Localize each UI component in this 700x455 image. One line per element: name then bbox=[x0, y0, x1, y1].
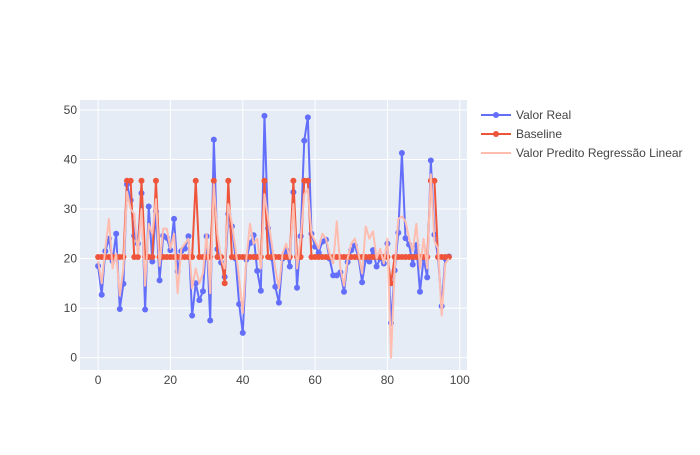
series-line bbox=[97, 173, 450, 359]
data-point[interactable] bbox=[167, 247, 174, 254]
data-point[interactable] bbox=[261, 177, 268, 184]
y-tick-label: 30 bbox=[64, 202, 78, 216]
data-point[interactable] bbox=[171, 215, 178, 222]
data-point[interactable] bbox=[427, 157, 434, 164]
data-point[interactable] bbox=[315, 249, 322, 256]
data-point[interactable] bbox=[152, 177, 159, 184]
legend-item[interactable]: Valor Predito Regressão Linear bbox=[481, 146, 683, 160]
data-point[interactable] bbox=[113, 230, 120, 237]
x-tick-label: 60 bbox=[308, 373, 322, 387]
data-point[interactable] bbox=[301, 137, 308, 144]
legend[interactable]: Valor Real Baseline Valor Predito Regressã… bbox=[481, 108, 683, 160]
data-point[interactable] bbox=[116, 306, 123, 313]
data-point[interactable] bbox=[134, 254, 141, 261]
x-tick-label: 20 bbox=[164, 373, 178, 387]
data-point[interactable] bbox=[304, 114, 311, 121]
axis-tick-labels: 0 10 20 30 40 50 0 20 40 60 80 100 bbox=[64, 103, 470, 387]
data-point[interactable] bbox=[424, 274, 431, 281]
x-tick-label: 0 bbox=[95, 373, 102, 387]
y-tick-label: 20 bbox=[64, 252, 78, 266]
data-point[interactable] bbox=[294, 284, 301, 291]
legend-item[interactable]: Valor Real bbox=[481, 108, 571, 122]
data-point[interactable] bbox=[189, 312, 196, 319]
data-point[interactable] bbox=[398, 150, 405, 157]
data-point[interactable] bbox=[359, 279, 366, 286]
legend-item[interactable]: Baseline bbox=[481, 127, 562, 141]
data-point[interactable] bbox=[366, 258, 373, 265]
y-tick-label: 10 bbox=[64, 301, 78, 315]
y-tick-label: 0 bbox=[70, 351, 77, 365]
data-point[interactable] bbox=[236, 301, 243, 308]
data-series bbox=[95, 112, 452, 359]
y-tick-label: 40 bbox=[64, 152, 78, 166]
data-point[interactable] bbox=[373, 263, 380, 270]
data-point[interactable] bbox=[254, 267, 261, 274]
data-point[interactable] bbox=[138, 177, 145, 184]
legend-label: Valor Predito Regressão Linear bbox=[516, 146, 683, 160]
data-point[interactable] bbox=[127, 177, 134, 184]
data-point[interactable] bbox=[290, 177, 297, 184]
data-point[interactable] bbox=[149, 258, 156, 265]
data-point[interactable] bbox=[261, 112, 268, 119]
data-point[interactable] bbox=[221, 280, 228, 287]
data-point[interactable] bbox=[402, 235, 409, 242]
data-point[interactable] bbox=[272, 283, 279, 290]
data-point[interactable] bbox=[341, 288, 348, 295]
data-point[interactable] bbox=[156, 277, 163, 284]
legend-marker bbox=[493, 131, 499, 137]
data-point[interactable] bbox=[185, 233, 192, 240]
y-tick-label: 50 bbox=[64, 103, 78, 117]
legend-label: Valor Real bbox=[516, 108, 571, 122]
x-tick-label: 100 bbox=[450, 373, 470, 387]
data-point[interactable] bbox=[225, 177, 232, 184]
data-point[interactable] bbox=[149, 254, 156, 261]
data-point[interactable] bbox=[210, 136, 217, 143]
data-point[interactable] bbox=[210, 177, 217, 184]
data-point[interactable] bbox=[239, 329, 246, 336]
data-point[interactable] bbox=[416, 288, 423, 295]
data-point[interactable] bbox=[445, 254, 452, 261]
data-point[interactable] bbox=[199, 288, 206, 295]
data-point[interactable] bbox=[286, 263, 293, 270]
series-valor-predito-regress-o-linear bbox=[97, 173, 450, 359]
data-point[interactable] bbox=[304, 177, 311, 184]
legend-marker bbox=[493, 112, 499, 118]
data-point[interactable] bbox=[275, 299, 282, 306]
x-tick-label: 80 bbox=[381, 373, 395, 387]
data-point[interactable] bbox=[409, 261, 416, 268]
data-point[interactable] bbox=[142, 306, 149, 313]
data-point[interactable] bbox=[196, 297, 203, 304]
data-point[interactable] bbox=[207, 317, 214, 324]
data-point[interactable] bbox=[192, 177, 199, 184]
data-point[interactable] bbox=[145, 203, 152, 210]
legend-label: Baseline bbox=[516, 127, 562, 141]
data-point[interactable] bbox=[98, 291, 105, 298]
data-point[interactable] bbox=[257, 287, 264, 294]
data-point[interactable] bbox=[431, 177, 438, 184]
x-tick-label: 40 bbox=[236, 373, 250, 387]
